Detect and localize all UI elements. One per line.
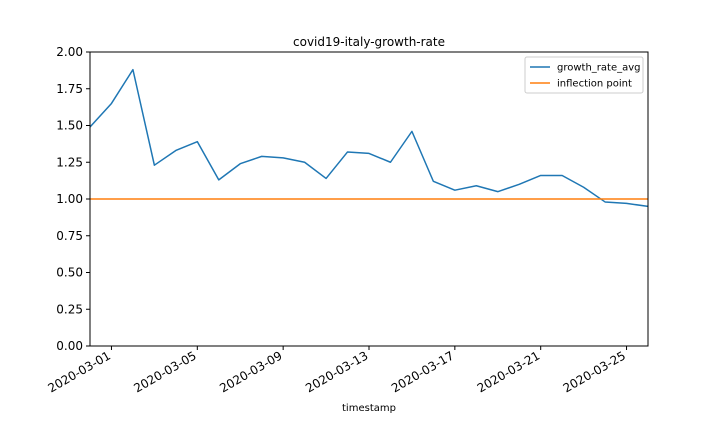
x-axis-label: timestamp	[342, 403, 396, 414]
y-tick-label: 1.25	[56, 155, 83, 169]
legend-label: growth_rate_avg	[557, 63, 641, 74]
x-tick-label: 2020-03-13	[303, 348, 370, 395]
y-axis: 0.00 0.25 0.50 0.75 1.00 1.25 1.50 1.75 2.00	[56, 45, 90, 353]
x-tick-label: 2020-03-17	[389, 348, 456, 395]
y-tick-label: 1.00	[56, 192, 83, 206]
plot-lines	[90, 68, 648, 208]
y-tick-label: 2.00	[56, 45, 83, 59]
legend-box	[524, 56, 644, 94]
y-tick-label: 0.00	[56, 339, 83, 353]
y-tick-label: 1.75	[56, 82, 83, 96]
x-tick-label: 2020-03-01	[46, 348, 113, 395]
chart-title: covid19-italy-growth-rate	[293, 35, 445, 49]
x-tick-label: 2020-03-25	[561, 348, 628, 395]
series-line-0	[90, 68, 648, 208]
x-axis: 2020-03-01 2020-03-05 2020-03-09 2020-03-13…	[46, 346, 628, 395]
x-tick-label: 2020-03-05	[131, 348, 198, 395]
y-tick-label: 0.50	[56, 266, 83, 280]
x-tick-label: 2020-03-09	[217, 348, 284, 395]
legend-label: inflection point	[557, 79, 632, 90]
y-tick-label: 0.25	[56, 302, 83, 316]
legend: growth_rate_avg inflection point	[524, 56, 644, 94]
y-tick-label: 1.50	[56, 119, 83, 133]
x-tick-label: 2020-03-21	[475, 348, 542, 395]
y-tick-label: 0.75	[56, 229, 83, 243]
